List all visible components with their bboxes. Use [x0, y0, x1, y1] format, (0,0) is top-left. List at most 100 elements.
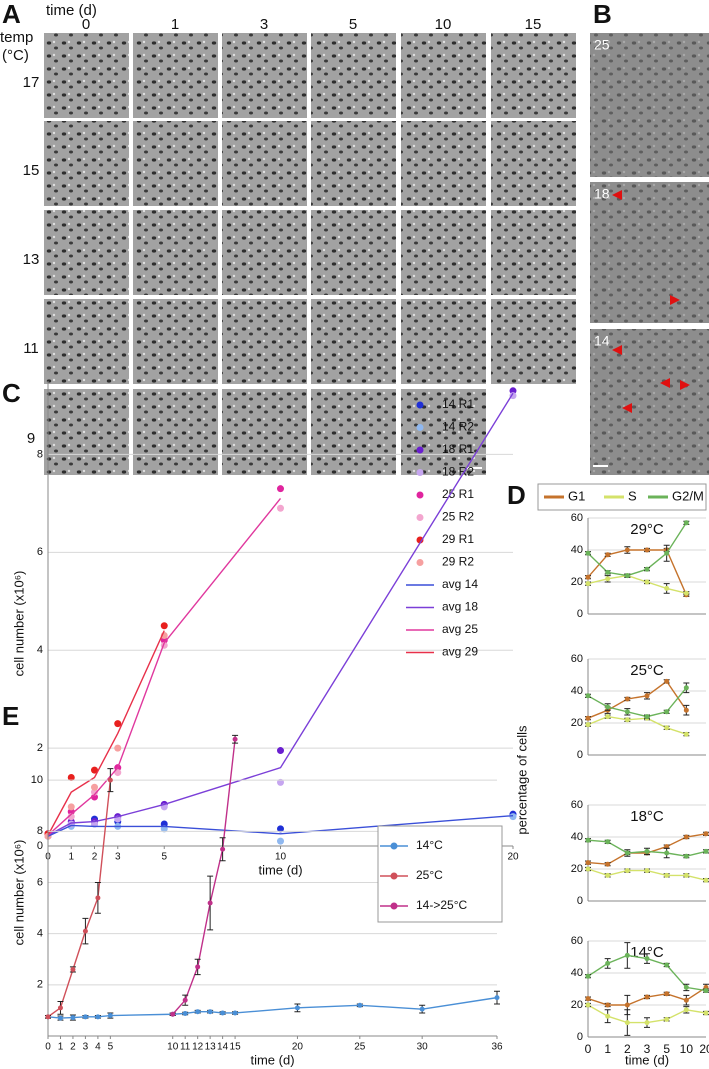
legend-label: 14 R1 [442, 397, 474, 411]
panel-title: 29°C [630, 521, 664, 538]
data-point [605, 552, 611, 558]
x-tick-label: 14 [217, 1042, 229, 1053]
y-tick-label: 2 [37, 979, 43, 991]
series-line [587, 522, 687, 577]
data-point [644, 868, 650, 874]
arrowhead [612, 345, 622, 355]
data-point [585, 693, 591, 699]
micrograph [133, 389, 218, 475]
series-line [47, 996, 498, 1019]
y-tick-label: 0 [37, 840, 43, 852]
x-tick-label: 12 [192, 1042, 204, 1053]
time-label: time (d) [46, 2, 97, 19]
data-point [644, 994, 650, 1000]
micrograph [491, 299, 576, 384]
y-tick-label: 4 [37, 644, 43, 656]
data-point [57, 1005, 63, 1011]
y-tick-label: 40 [571, 967, 583, 979]
x-tick-label: 2 [70, 1042, 76, 1053]
x-tick-label: 2 [624, 1042, 631, 1056]
data-point [605, 1002, 611, 1008]
legend-swatch [416, 536, 424, 544]
x-tick-label: 5 [663, 1042, 670, 1056]
micrograph [401, 33, 486, 118]
series-line [47, 392, 514, 836]
micrograph [311, 389, 396, 475]
legend-label: avg 25 [442, 622, 478, 636]
y-axis-title: cell number (x10⁶) [11, 571, 26, 677]
x-tick-label: 5 [108, 1042, 114, 1053]
x-tick-label: 1 [58, 1042, 64, 1053]
time-point: 10 [435, 16, 452, 33]
data-point [277, 825, 284, 833]
x-tick-label: 20 [699, 1042, 709, 1056]
x-tick-label: 0 [45, 1042, 51, 1053]
micrograph [133, 33, 218, 118]
data-point [683, 872, 689, 878]
data-point [703, 877, 709, 883]
series-line [587, 680, 687, 719]
data-point [91, 783, 98, 791]
x-axis-title: time (d) [250, 1052, 294, 1067]
x-tick-label: 11 [180, 1042, 191, 1053]
y-tick-label: 8 [37, 448, 43, 460]
x-axis-title: time (d) [258, 862, 302, 877]
micrograph [491, 210, 576, 295]
time-point: 5 [349, 16, 357, 33]
micrograph [44, 121, 129, 206]
micrograph [491, 33, 576, 118]
data-point [644, 1020, 650, 1026]
x-tick-label: 36 [491, 1042, 503, 1053]
data-point [605, 569, 611, 575]
data-point [82, 1014, 88, 1020]
data-point [45, 1014, 51, 1020]
legend-label: 29 R2 [442, 555, 474, 569]
data-point [585, 1002, 591, 1008]
data-point [585, 996, 591, 1002]
data-point [605, 714, 611, 720]
panel-letter: D [507, 480, 526, 510]
y-tick-label: 20 [571, 576, 583, 588]
micrograph [401, 210, 486, 295]
data-point [664, 725, 670, 731]
legend-label: 14 R2 [442, 420, 474, 434]
data-point [664, 709, 670, 715]
series-line [47, 498, 282, 836]
data-point [67, 773, 75, 781]
data-point [624, 868, 630, 874]
series-line [172, 739, 236, 1015]
time-point: 3 [260, 16, 268, 33]
data-point [57, 1015, 63, 1021]
data-point [644, 547, 650, 553]
temp-label: 25 [594, 37, 610, 53]
data-point [277, 504, 284, 512]
data-point [277, 485, 284, 493]
data-point [182, 997, 188, 1003]
micrograph [44, 210, 129, 295]
legend-label: 25 R2 [442, 510, 474, 524]
data-point [683, 731, 689, 737]
y-tick-label: 4 [37, 928, 43, 940]
data-point [220, 846, 226, 852]
data-point [107, 1013, 113, 1019]
data-point [644, 693, 650, 699]
y-tick-label: 60 [571, 512, 583, 524]
data-point [664, 585, 670, 591]
y-tick-label: 0 [577, 749, 583, 761]
y-tick-label: 6 [37, 546, 43, 558]
micrograph [311, 210, 396, 295]
y-tick-label: 0 [577, 1031, 583, 1043]
legend-label: 14°C [416, 838, 443, 852]
x-tick-label: 3 [115, 852, 121, 863]
series-line [587, 687, 687, 718]
data-point [664, 962, 670, 968]
y-tick-label: 20 [571, 863, 583, 875]
arrowhead [612, 190, 622, 200]
legend-label: 25 R1 [442, 487, 474, 501]
data-point [277, 837, 284, 845]
y-tick-label: 0 [577, 608, 583, 620]
x-tick-label: 10 [680, 1042, 694, 1056]
data-point [82, 928, 88, 934]
data-point [605, 960, 611, 966]
data-point [683, 685, 689, 691]
